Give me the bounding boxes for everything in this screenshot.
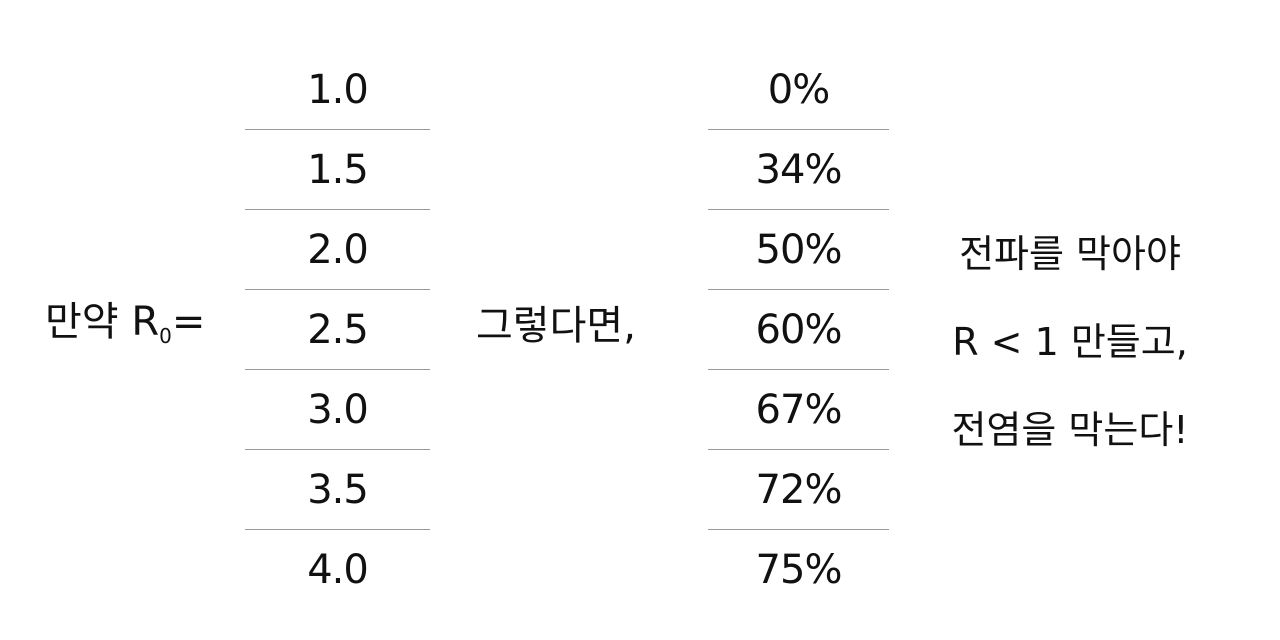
r0-value: 3.5 [245,449,430,529]
conclusion-line: 전파를 막아야 [959,232,1181,276]
r0-subscript: 0 [159,324,172,348]
conclusion-text: 전파를 막아야 R < 1 만들고, 전염을 막는다! [905,210,1235,474]
percent-value: 75% [708,529,889,609]
if-label-prefix: 만약 R [45,299,160,345]
r0-value: 1.5 [245,129,430,209]
percent-value: 34% [708,129,889,209]
percent-value-column: 0% 34% 50% 60% 67% 72% 75% [708,50,889,609]
r0-value: 1.0 [307,66,369,113]
percent-value: 67% [708,369,889,449]
r0-value: 3.0 [245,369,430,449]
percent-value: 50% [708,209,889,289]
percent-value: 72% [708,449,889,529]
if-label-equals: = [171,299,206,345]
r0-value: 2.0 [245,209,430,289]
then-label: 그렇다면, [476,303,636,349]
if-r0-label: 만약 R0= [45,302,205,346]
percent-value: 0% [767,66,830,113]
conclusion-line: 전염을 막는다! [951,408,1189,452]
conclusion-line: R < 1 만들고, [952,320,1188,364]
r0-value: 2.5 [245,289,430,369]
r0-value-column: 1.0 1.5 2.0 2.5 3.0 3.5 4.0 [245,50,430,609]
r0-value: 4.0 [245,529,430,609]
percent-value: 60% [708,289,889,369]
